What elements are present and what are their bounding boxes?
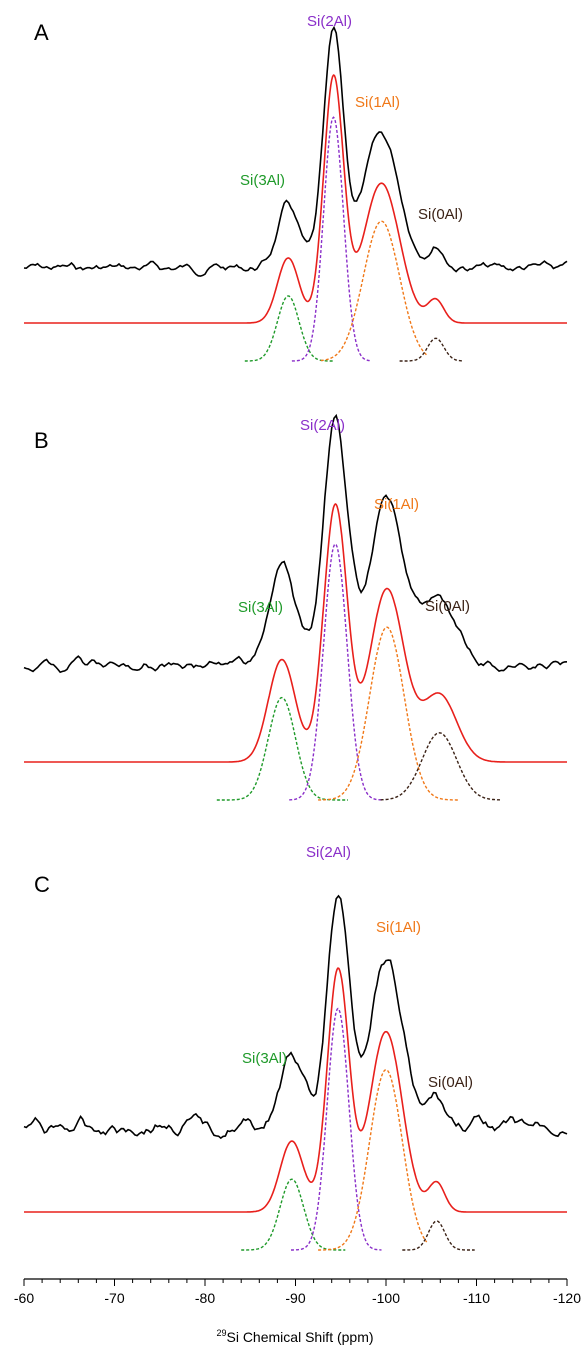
panel-a-spectrum [23, 25, 568, 277]
panel-a-si2al-label: Si(2Al) [307, 13, 352, 30]
panel-b-si2al-label: Si(2Al) [300, 417, 345, 434]
x-tick-label: -120 [553, 1290, 581, 1306]
panel-a-si0al-peak [399, 337, 464, 362]
x-axis-ticks: -60 -70 -80 -90 -100 -110 -120 [14, 1279, 581, 1306]
panel-c-si2al-peak [291, 1007, 382, 1251]
panel-b-si0al-label: Si(0Al) [425, 598, 470, 615]
x-tick-label: -110 [463, 1290, 490, 1306]
x-tick-label: -100 [372, 1290, 400, 1306]
panel-c-si1al-label: Si(1Al) [376, 919, 421, 936]
panel-b-si2al-peak [289, 543, 383, 801]
panel-a-si1al-label: Si(1Al) [355, 94, 400, 111]
panel-b-fit [24, 502, 567, 763]
panel-b: B Si(3Al) Si(2Al) Si(1Al) Si(0Al) [23, 413, 568, 801]
panel-c-si0al-label: Si(0Al) [428, 1074, 473, 1091]
panel-a-si1al-peak [320, 220, 428, 362]
panel-a-si0al-label: Si(0Al) [418, 206, 463, 223]
x-axis-title: 29Si Chemical Shift (ppm) [216, 1328, 373, 1345]
panel-a-fit [24, 74, 567, 324]
panel-c-si3al-peak [241, 1178, 346, 1251]
panel-a-si2al-peak [291, 116, 370, 362]
x-tick-label: -90 [285, 1290, 305, 1306]
panel-letter-c: C [34, 872, 50, 897]
panel-letter-a: A [34, 20, 49, 45]
panel-b-si1al-peak [318, 626, 459, 801]
panel-c-si1al-peak [318, 1068, 428, 1251]
panel-a: A Si(3Al) Si(2Al) Si(1Al) Si(0Al) [23, 13, 568, 362]
panel-c: C Si(3Al) Si(2Al) Si(1Al) Si(0Al) [23, 844, 568, 1251]
x-axis-title-superscript: 29 [216, 1328, 226, 1338]
x-tick-label: -80 [195, 1290, 215, 1306]
panel-b-spectrum [23, 413, 568, 674]
panel-b-si0al-peak [380, 732, 502, 801]
x-tick-label: -70 [104, 1290, 124, 1306]
panel-a-si3al-peak [244, 295, 334, 362]
panel-a-si3al-label: Si(3Al) [240, 172, 285, 189]
panel-letter-b: B [34, 428, 49, 453]
panel-c-si3al-label: Si(3Al) [242, 1050, 287, 1067]
panel-b-si3al-label: Si(3Al) [238, 599, 283, 616]
panel-b-si1al-label: Si(1Al) [374, 496, 419, 513]
panel-c-si2al-label: Si(2Al) [306, 844, 351, 861]
panel-c-spectrum [23, 894, 568, 1140]
x-axis: -60 -70 -80 -90 -100 -110 -120 29Si Chemical S… [14, 1278, 581, 1345]
panel-b-si3al-peak [216, 696, 348, 801]
panel-c-si0al-peak [402, 1220, 475, 1251]
panel-c-fit [24, 967, 567, 1213]
x-axis-title-text: Si Chemical Shift (ppm) [226, 1329, 373, 1345]
x-tick-label: -60 [14, 1290, 34, 1306]
